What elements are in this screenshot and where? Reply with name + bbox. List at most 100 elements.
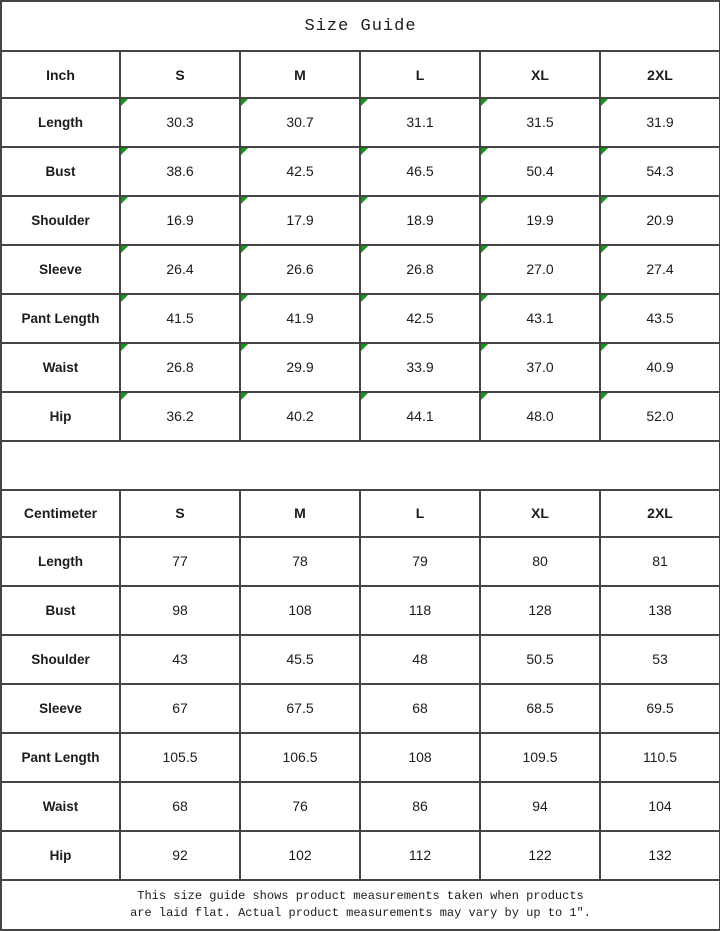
size-value-cell: 30.3: [119, 96, 241, 148]
size-value-cell: 46.5: [359, 145, 481, 197]
cell-flag-icon: [482, 148, 488, 155]
table-row: Shoulder 43 45.5 48 50.5 53: [0, 633, 720, 685]
size-value-cell: 18.9: [359, 194, 481, 246]
size-value-cell: 52.0: [598, 390, 720, 442]
size-value-cell: 37.0: [479, 341, 601, 393]
row-label-cell: Waist: [0, 780, 121, 832]
size-value-cell: 108: [359, 731, 481, 783]
size-value: 19.9: [526, 212, 554, 229]
cell-flag-icon: [242, 197, 248, 204]
size-value: 41.9: [286, 310, 314, 327]
inch-header-row: Inch S M L XL 2XL: [0, 50, 720, 99]
size-value-cell: 50.4: [479, 145, 601, 197]
unit-header-centimeter: Centimeter: [0, 488, 121, 538]
size-value-cell: 48: [359, 633, 481, 685]
size-value-cell: 17.9: [239, 194, 361, 246]
size-value-cell: 106.5: [239, 731, 361, 783]
size-value: 29.9: [286, 359, 314, 376]
table-row: Length 77 78 79 80 81: [0, 535, 720, 587]
size-value-cell: 40.9: [598, 341, 720, 393]
size-value-cell: 92: [119, 829, 241, 881]
size-value-cell: 68: [119, 780, 241, 832]
size-value-cell: 42.5: [239, 145, 361, 197]
size-header-m: M: [239, 488, 361, 538]
cell-flag-icon: [242, 148, 248, 155]
row-label-cell: Hip: [0, 390, 121, 442]
size-value: 48.0: [526, 408, 554, 425]
table-row: Sleeve 26.4 26.6 26.8 27.0 27.4: [0, 243, 720, 295]
size-value-cell: 118: [359, 584, 481, 636]
size-value-cell: 44.1: [359, 390, 481, 442]
row-label-cell: Shoulder: [0, 633, 121, 685]
row-label-cell: Pant Length: [0, 731, 121, 783]
size-value-cell: 48.0: [479, 390, 601, 442]
size-header-l: L: [359, 50, 481, 99]
size-value-cell: 43: [119, 633, 241, 685]
cell-flag-icon: [482, 197, 488, 204]
footer-note-line1: This size guide shows product measuremen…: [137, 888, 584, 903]
cell-flag-icon: [242, 246, 248, 253]
table-row: Waist 26.8 29.9 33.9 37.0 40.9: [0, 341, 720, 393]
size-value-cell: 94: [479, 780, 601, 832]
size-value-cell: 105.5: [119, 731, 241, 783]
size-value: 42.5: [406, 310, 434, 327]
size-value-cell: 98: [119, 584, 241, 636]
cell-flag-icon: [482, 246, 488, 253]
size-value-cell: 77: [119, 535, 241, 587]
row-label-cell: Bust: [0, 584, 121, 636]
row-label-cell: Bust: [0, 145, 121, 197]
size-value-cell: 69.5: [598, 682, 720, 734]
cell-flag-icon: [362, 197, 368, 204]
cell-flag-icon: [122, 99, 128, 106]
cell-flag-icon: [602, 99, 608, 106]
cm-header-row: Centimeter S M L XL 2XL: [0, 488, 720, 538]
cell-flag-icon: [602, 344, 608, 351]
size-header-s: S: [119, 50, 241, 99]
size-value: 41.5: [166, 310, 194, 327]
table-row: Waist 68 76 86 94 104: [0, 780, 720, 832]
cell-flag-icon: [122, 197, 128, 204]
size-value: 26.4: [166, 261, 194, 278]
size-value-cell: 53: [598, 633, 720, 685]
size-value-cell: 26.8: [119, 341, 241, 393]
size-value-cell: 43.1: [479, 292, 601, 344]
size-value-cell: 54.3: [598, 145, 720, 197]
size-value: 30.3: [166, 114, 194, 131]
cell-flag-icon: [122, 295, 128, 302]
size-value: 18.9: [406, 212, 434, 229]
cell-flag-icon: [482, 344, 488, 351]
table-row: Hip 92 102 112 122 132: [0, 829, 720, 881]
size-value-cell: 132: [598, 829, 720, 881]
size-value-cell: 50.5: [479, 633, 601, 685]
footer-note-line2: are laid flat. Actual product measuremen…: [130, 905, 591, 920]
size-value-cell: 26.6: [239, 243, 361, 295]
size-value: 26.8: [166, 359, 194, 376]
size-value: 46.5: [406, 163, 434, 180]
cell-flag-icon: [242, 99, 248, 106]
cell-flag-icon: [602, 295, 608, 302]
size-value-cell: 30.7: [239, 96, 361, 148]
size-value-cell: 78: [239, 535, 361, 587]
table-row: Pant Length 41.5 41.9 42.5 43.1 43.5: [0, 292, 720, 344]
size-value-cell: 19.9: [479, 194, 601, 246]
cell-flag-icon: [482, 99, 488, 106]
size-value-cell: 26.8: [359, 243, 481, 295]
size-value-cell: 108: [239, 584, 361, 636]
cell-flag-icon: [362, 393, 368, 400]
table-row: Pant Length 105.5 106.5 108 109.5 110.5: [0, 731, 720, 783]
cell-flag-icon: [122, 148, 128, 155]
table-row: Bust 38.6 42.5 46.5 50.4 54.3: [0, 145, 720, 197]
size-value-cell: 45.5: [239, 633, 361, 685]
table-row: Hip 36.2 40.2 44.1 48.0 52.0: [0, 390, 720, 442]
spacer-row: [0, 439, 720, 491]
cell-flag-icon: [362, 295, 368, 302]
size-value-cell: 41.9: [239, 292, 361, 344]
row-label-cell: Waist: [0, 341, 121, 393]
row-label-cell: Sleeve: [0, 243, 121, 295]
size-value: 27.0: [526, 261, 554, 278]
footer-row: This size guide shows product measuremen…: [0, 878, 720, 931]
size-value-cell: 38.6: [119, 145, 241, 197]
size-value-cell: 109.5: [479, 731, 601, 783]
